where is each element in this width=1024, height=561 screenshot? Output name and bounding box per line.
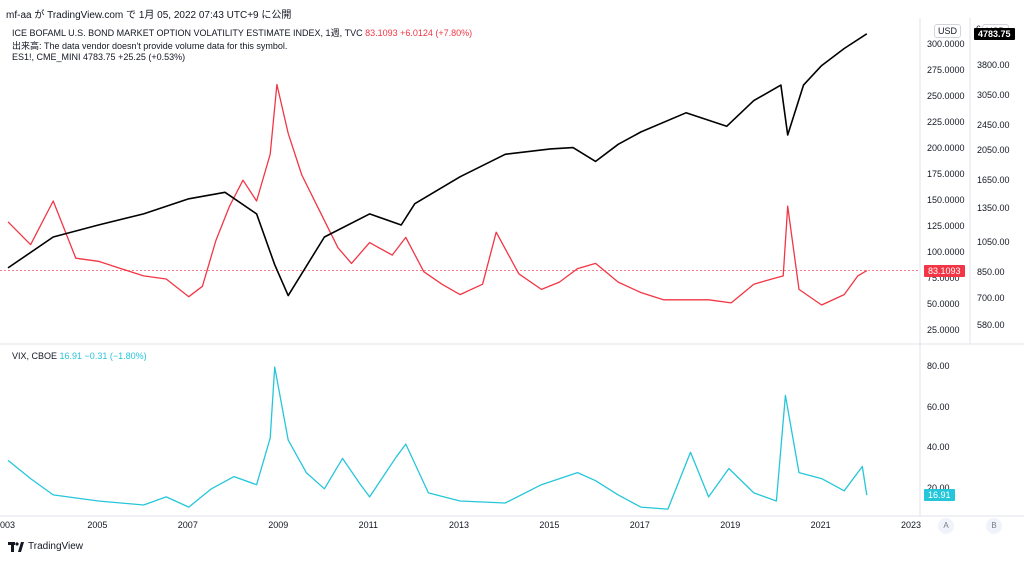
move-axis-tick: 175.0000 (927, 169, 965, 179)
time-axis-tick: 003 (0, 520, 16, 530)
currency-button-left-axis[interactable]: USD (934, 24, 962, 38)
es-axis-tick: 1650.00 (977, 174, 1010, 185)
es-axis-tick: 850.00 (977, 266, 1005, 277)
second-series-legend: ES1!, CME_MINI 4783.75 +25.25 (+0.53%) (12, 52, 185, 62)
vix-axis-tick: 40.00 (927, 442, 950, 453)
es-axis-tick: 2450.00 (977, 120, 1010, 131)
time-axis-tick: 2013 (449, 520, 470, 530)
es-axis-tick: 3050.00 (977, 89, 1010, 100)
move-series (7, 83, 868, 306)
es-axis-tick: 580.00 (977, 319, 1005, 330)
es-axis-tick: 700.00 (977, 293, 1005, 304)
second-symbol-label[interactable]: ES1!, CME_MINI (12, 52, 81, 62)
time-axis-tick: 2015 (539, 520, 560, 530)
move-axis-tick: 275.0000 (927, 65, 965, 75)
vix-axis-tick: 80.00 (927, 361, 950, 371)
log-scale-button[interactable]: B (986, 518, 1002, 534)
es-axis-tick: 3800.00 (977, 59, 1010, 70)
footer-brand[interactable]: TradingView (8, 541, 83, 552)
publisher-line: mf-aa が TradingView.com で 1月 05, 2022 07… (6, 10, 292, 21)
move-axis-tick: 50.0000 (927, 299, 960, 309)
time-axis-tick: 2017 (629, 520, 650, 530)
tradingview-logo-icon (8, 541, 24, 552)
time-axis-tick: 2007 (177, 520, 198, 530)
vix-axis-tick: 60.00 (927, 401, 950, 412)
main-series-legend: ICE BOFAML U.S. BOND MARKET OPTION VOLAT… (12, 26, 472, 39)
vix-values: 16.91 −0.31 (−1.80%) (59, 351, 147, 361)
vix-symbol-label[interactable]: VIX, CBOE (12, 351, 58, 361)
move-line (7, 83, 868, 306)
auto-scale-button[interactable]: A (938, 518, 954, 534)
time-axis-tick: 2009 (268, 520, 289, 530)
main-symbol-values: 83.1093 +6.0124 (+7.80%) (365, 28, 473, 38)
vix-series (7, 366, 868, 510)
vix-line (7, 366, 868, 510)
move-axis-tick: 125.0000 (927, 221, 965, 231)
vix-last-value-tag: 16.91 (924, 489, 955, 502)
footer-brand-label: TradingView (28, 541, 84, 552)
vix-axis-tick: 20.00 (927, 482, 950, 493)
es-series (7, 33, 868, 297)
second-symbol-values: 4783.75 +25.25 (+0.53%) (83, 52, 186, 62)
time-axis-tick: 2021 (810, 520, 831, 530)
es-axis-tick: 1350.00 (977, 202, 1010, 213)
time-axis-tick: 2011 (358, 520, 378, 530)
time-axis-tick: 2005 (87, 520, 108, 530)
time-axis-tick: 2023 (901, 520, 922, 530)
move-axis-tick: 225.0000 (927, 117, 965, 127)
move-axis-tick: 100.0000 (927, 247, 965, 257)
es-line (7, 33, 868, 297)
move-axis-tick: 150.0000 (927, 195, 965, 205)
move-axis-tick: 300.0000 (927, 39, 965, 49)
move-last-value-tag: 83.1093 (924, 264, 965, 277)
move-axis-tick: 25.0000 (927, 325, 960, 335)
es-last-value-tag: 4783.75 (974, 27, 1015, 40)
time-axis-tick: 2019 (720, 520, 741, 530)
volume-note: 出来高: The data vendor doesn't provide vol… (12, 41, 288, 51)
vix-legend: VIX, CBOE 16.91 −0.31 (−1.80%) (12, 351, 147, 361)
move-axis-tick: 250.0000 (927, 91, 965, 101)
es-axis-tick: 1050.00 (977, 237, 1010, 248)
move-axis-tick: 75.0000 (927, 273, 960, 283)
main-symbol-label[interactable]: ICE BOFAML U.S. BOND MARKET OPTION VOLAT… (12, 28, 363, 38)
move-axis-tick: 200.0000 (927, 143, 965, 153)
es-axis-tick: 2050.00 (977, 144, 1010, 155)
